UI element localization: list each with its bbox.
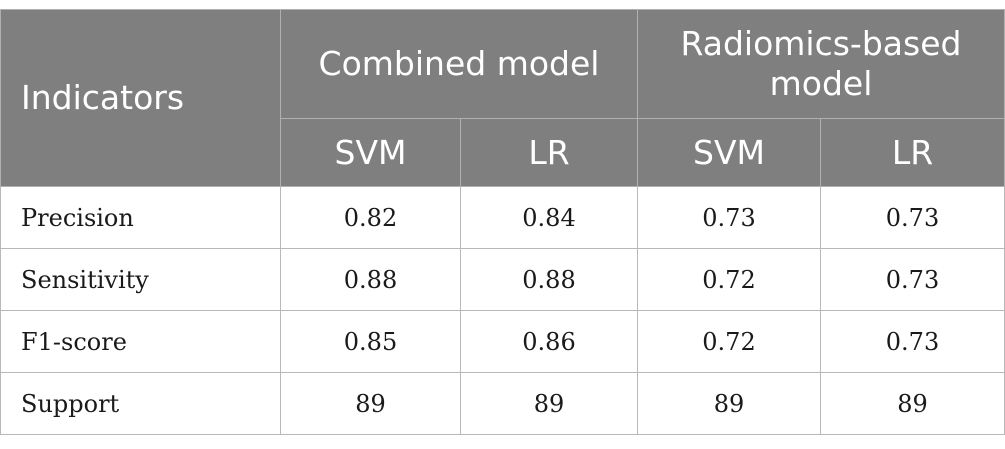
table-cell: 0.73 [820,248,1005,311]
column-header-combined-lr: LR [460,118,638,187]
results-table: Indicators Combined model Radiomics-base… [0,9,1005,435]
table-cell: 0.73 [820,310,1005,373]
indicators-header: Indicators [0,9,281,187]
header-row-methods: SVM LR SVM LR [1,118,1005,187]
table-row: F1-score 0.85 0.86 0.72 0.73 [0,310,1005,373]
table-header: Indicators Combined model Radiomics-base… [0,9,1005,187]
table-cell: 0.84 [460,186,638,249]
table-cell: 89 [820,372,1005,435]
header-row-groups: Indicators Combined model Radiomics-base… [0,9,1005,187]
group-header-radiomics-model: Radiomics-based model [637,9,1005,119]
table-cell: 0.73 [820,186,1005,249]
row-label: Support [0,372,281,435]
table-cell: 0.86 [460,310,638,373]
table-cell: 89 [637,372,821,435]
table-cell: 0.88 [280,248,461,311]
row-label: Precision [0,186,281,249]
table-row: Precision 0.82 0.84 0.73 0.73 [0,186,1005,249]
column-header-radiomics-svm: SVM [637,118,821,187]
table-cell: 0.88 [460,248,638,311]
table-cell: 0.82 [280,186,461,249]
table-cell: 0.72 [637,310,821,373]
table-cell: 0.85 [280,310,461,373]
group-header-combined-model: Combined model [280,9,638,119]
table-cell: 0.73 [637,186,821,249]
table-body: Precision 0.82 0.84 0.73 0.73 Sensitivit… [0,186,1005,435]
row-label: Sensitivity [0,248,281,311]
table-cell: 0.72 [637,248,821,311]
row-label: F1-score [0,310,281,373]
table-row: Sensitivity 0.88 0.88 0.72 0.73 [0,248,1005,311]
column-header-radiomics-lr: LR [820,118,1005,187]
table-cell: 89 [280,372,461,435]
table-row: Support 89 89 89 89 [0,372,1005,435]
column-header-combined-svm: SVM [280,118,461,187]
table-cell: 89 [460,372,638,435]
